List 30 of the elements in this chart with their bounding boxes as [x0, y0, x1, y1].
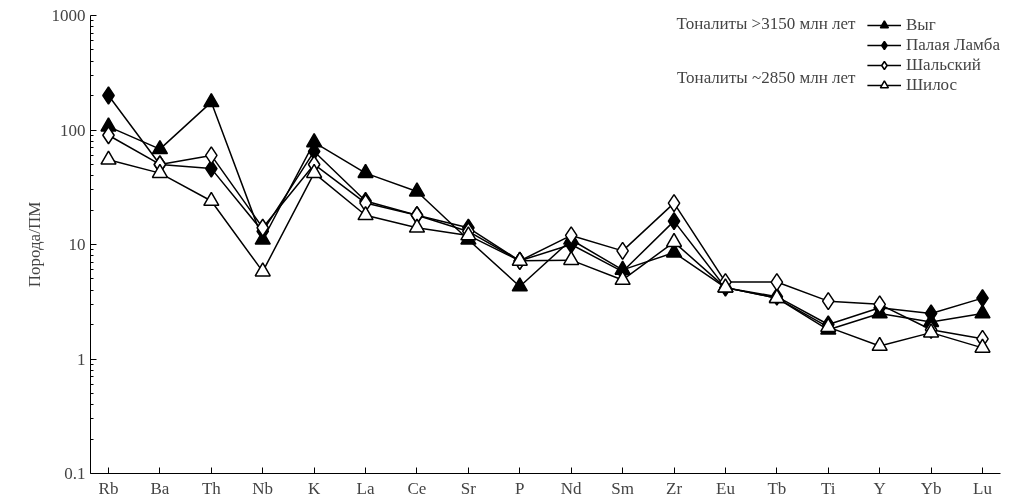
- x-tick-label: K: [308, 478, 322, 498]
- x-tick-label: Rb: [98, 478, 119, 498]
- x-tick-label: Ce: [407, 478, 427, 498]
- y-tick-label: 10: [68, 235, 86, 254]
- x-tick-label: Ba: [150, 478, 170, 498]
- x-tick-label: Th: [201, 478, 222, 498]
- x-tick-label: Sr: [460, 478, 477, 498]
- x-tick-label: Nb: [252, 478, 274, 498]
- legend-label: Палая Ламба: [905, 35, 1000, 55]
- x-tick-label: La: [356, 478, 375, 498]
- x-tick-label: Sm: [611, 478, 634, 498]
- x-tick-label: Zr: [666, 478, 683, 498]
- legend-label: Выг: [905, 15, 936, 35]
- y-tick-label: 1000: [51, 6, 86, 25]
- y-tick-label: 1: [77, 349, 86, 369]
- x-tick-label: Y: [873, 478, 886, 498]
- x-tick-label: Tb: [767, 478, 787, 498]
- legend-label: Шилос: [905, 75, 958, 95]
- x-tick-label: Lu: [973, 478, 993, 498]
- x-tick-label: Eu: [716, 478, 736, 498]
- annotation: Тоналиты ~2850 млн лет: [676, 68, 857, 87]
- x-tick-label: Ti: [821, 478, 836, 498]
- y-tick-label: 100: [60, 120, 86, 140]
- legend-label: Шальский: [905, 55, 981, 75]
- y-axis-title: Порода/ПМ: [24, 201, 44, 288]
- x-tick-label: P: [515, 478, 525, 498]
- y-tick-label: 0.1: [64, 464, 86, 483]
- x-tick-label: Yb: [920, 478, 942, 498]
- x-tick-label: Nd: [560, 478, 583, 498]
- annotation: Тоналиты >3150 млн лет: [676, 14, 857, 33]
